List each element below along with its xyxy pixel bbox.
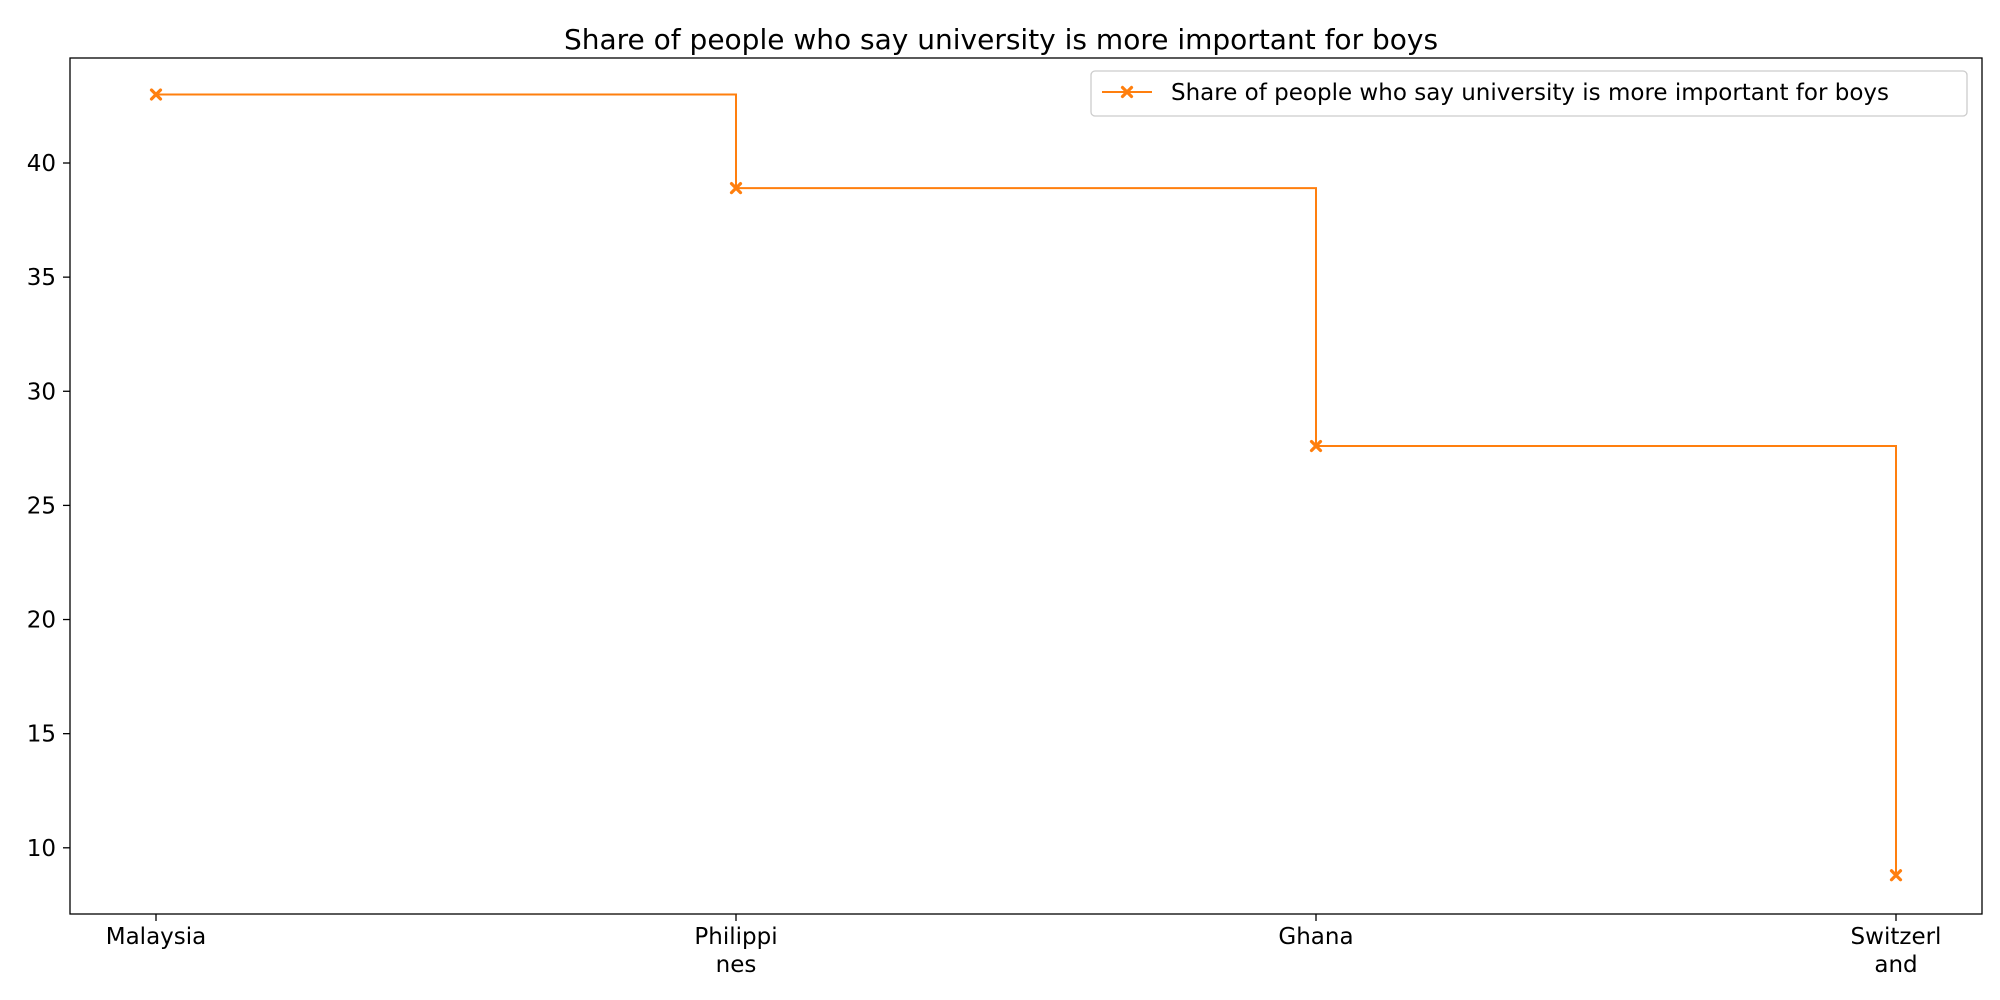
y-tick-label: 20 — [27, 608, 56, 634]
x-tick-label: Malaysia — [106, 924, 207, 950]
legend-marker-x — [1120, 85, 1134, 99]
legend: Share of people who say university is mo… — [1090, 70, 1968, 117]
y-axis: 10 15 20 25 30 35 40 — [27, 151, 70, 862]
series-layer — [149, 88, 1903, 882]
y-tick-label: 15 — [27, 722, 56, 748]
x-tick-label: nes — [716, 952, 757, 978]
x-tick-label: Ghana — [1278, 924, 1353, 950]
x-tick-label: and — [1874, 952, 1917, 978]
legend-label: Share of people who say university is mo… — [1171, 80, 1889, 106]
data-point-marker — [1889, 869, 1903, 882]
y-tick-label: 35 — [27, 265, 56, 291]
legend-box — [1090, 70, 1968, 117]
data-point-marker — [1309, 439, 1323, 453]
series-line — [156, 93, 1897, 876]
chart-title: Share of people who say university is mo… — [564, 23, 1438, 56]
y-tick-label: 25 — [27, 493, 56, 519]
data-point-marker — [729, 182, 743, 195]
plot-frame — [69, 57, 1983, 915]
y-tick-label: 10 — [27, 836, 56, 862]
y-tick-label: 40 — [27, 151, 56, 177]
x-tick-label: Philippi — [694, 924, 777, 950]
legend-marker — [1120, 85, 1134, 99]
y-tick-label: 30 — [27, 379, 56, 405]
x-tick-label: Switzerl — [1851, 924, 1942, 950]
data-point-marker — [149, 88, 163, 101]
